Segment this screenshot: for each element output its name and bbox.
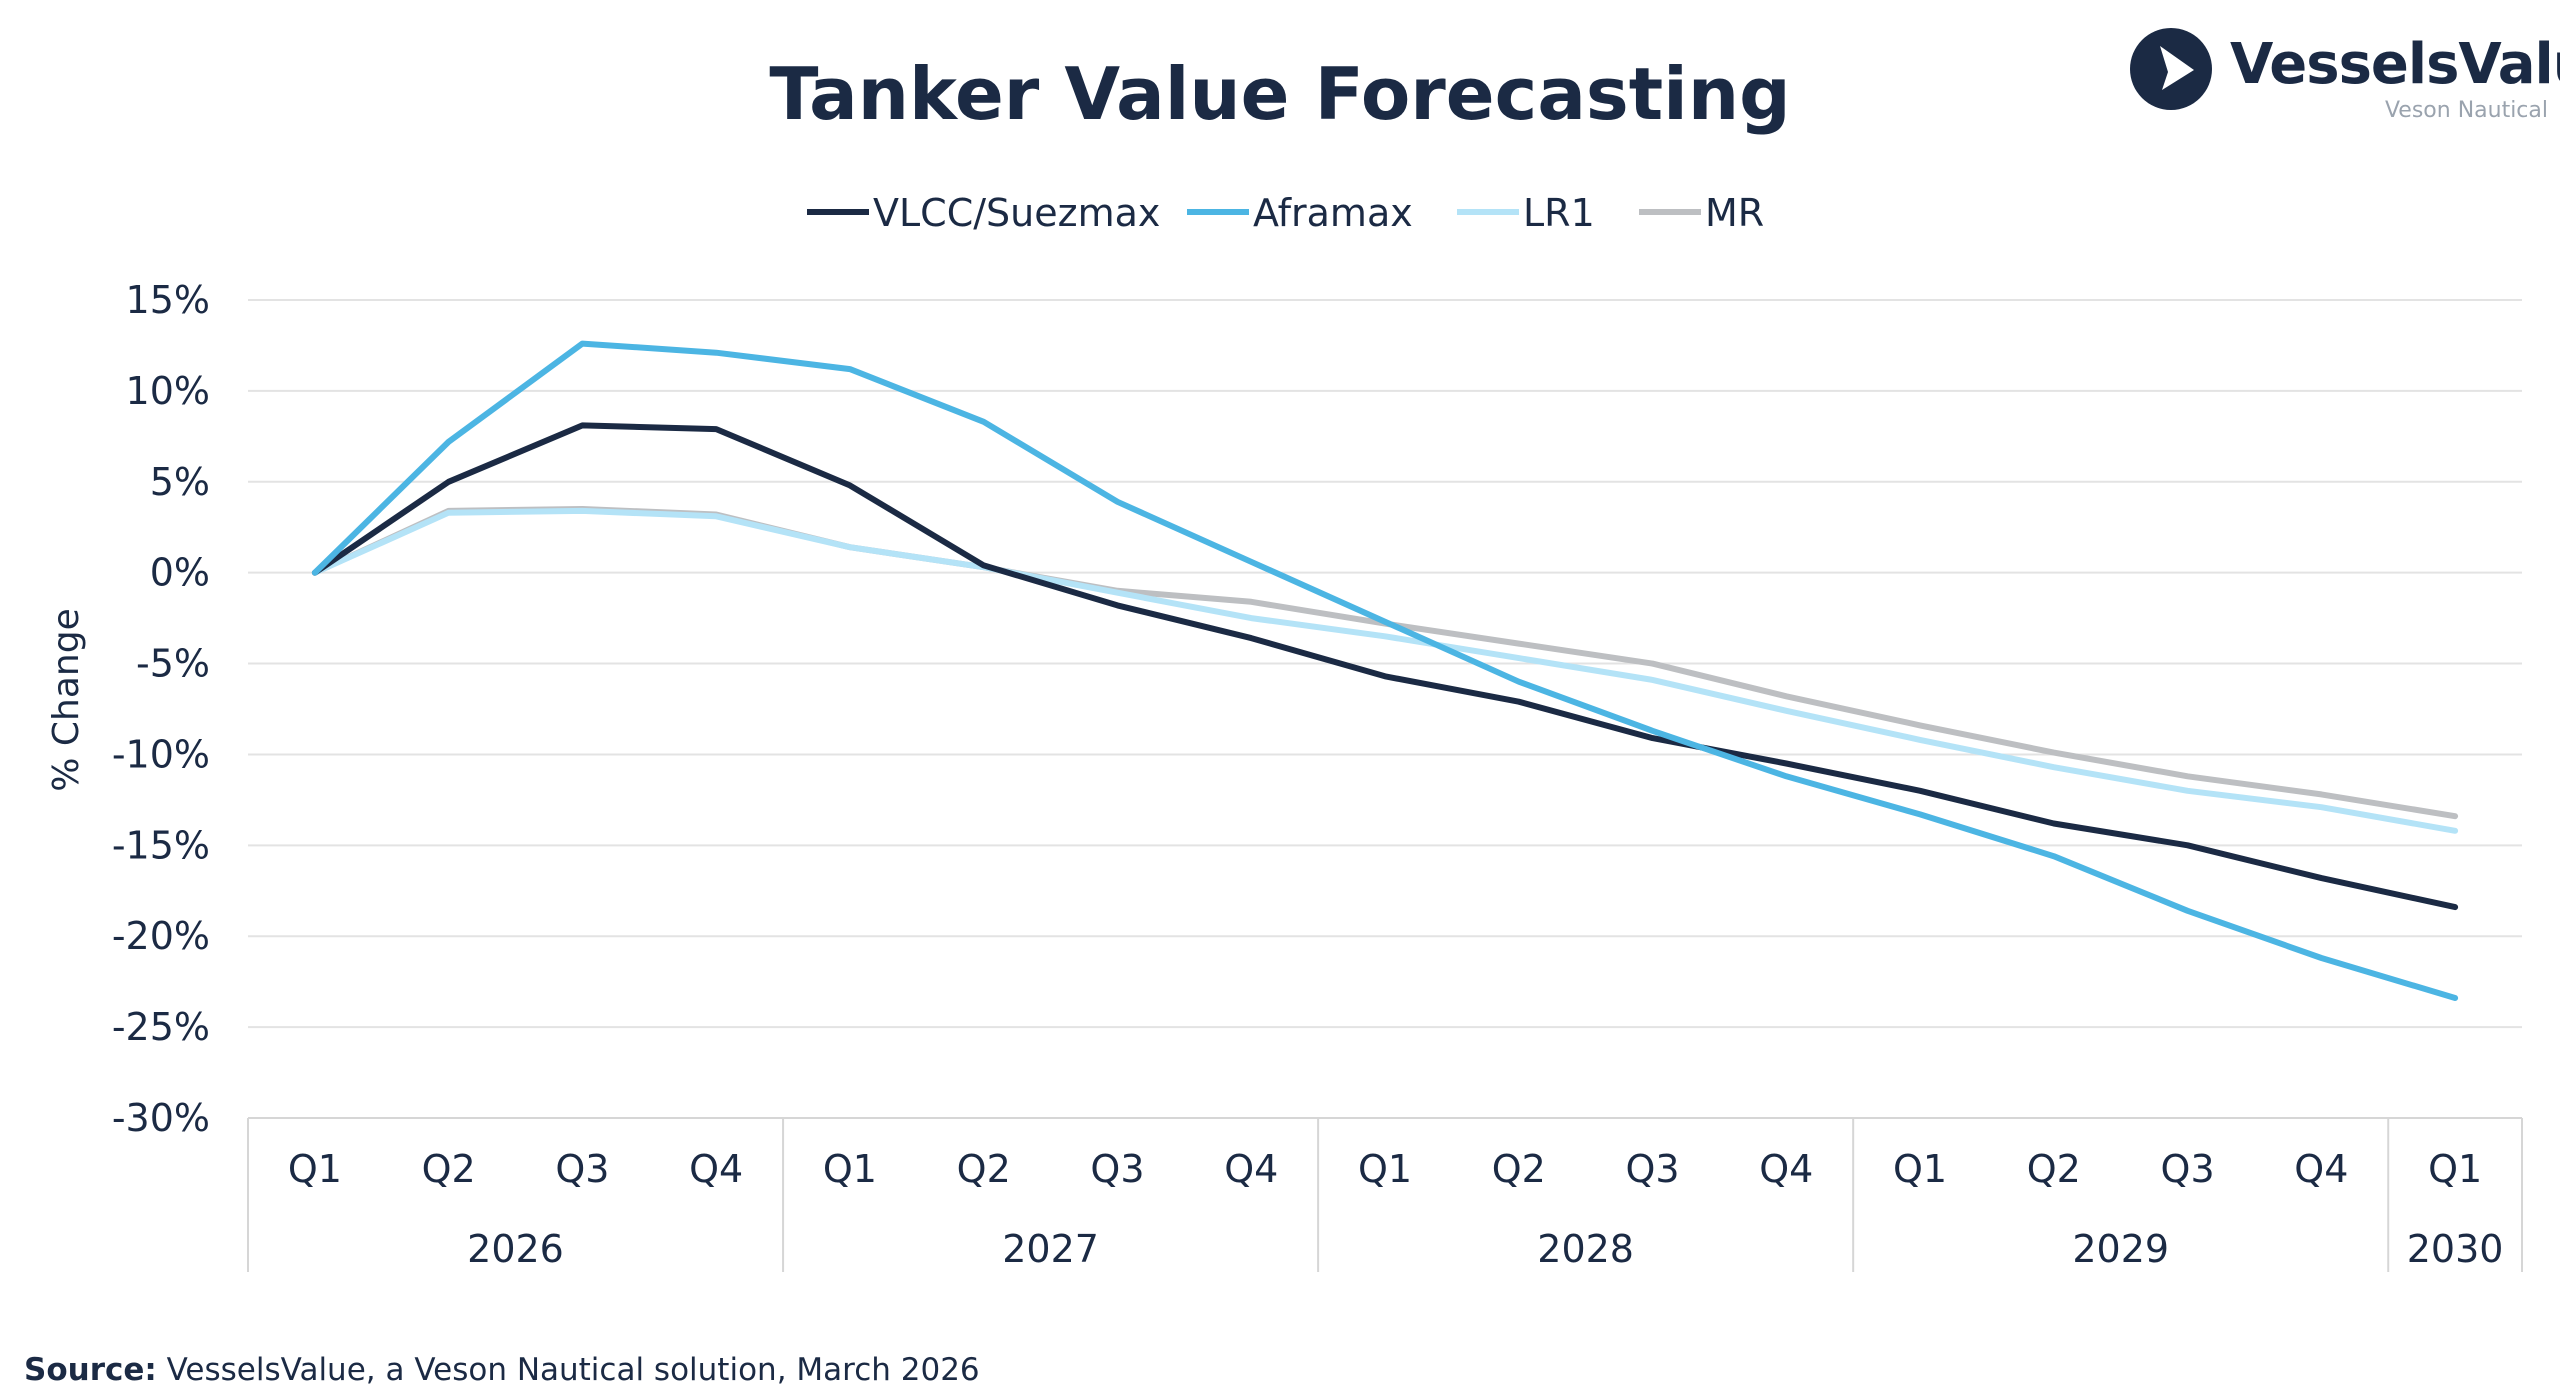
year-label: 2026 bbox=[467, 1227, 564, 1271]
year-label: 2028 bbox=[1537, 1227, 1634, 1271]
logo-mark-icon bbox=[2130, 28, 2212, 110]
x-tick-label: Q1 bbox=[1893, 1147, 1947, 1191]
series-line-aframax bbox=[311, 340, 2459, 1001]
x-tick-label: Q3 bbox=[2161, 1147, 2215, 1191]
x-tick-label: Q3 bbox=[1625, 1147, 1679, 1191]
y-tick-label: 5% bbox=[150, 460, 210, 504]
x-tick-label: Q2 bbox=[422, 1147, 476, 1191]
x-tick-label: Q4 bbox=[2294, 1147, 2348, 1191]
y-tick-label: -5% bbox=[136, 642, 210, 686]
y-tick-label: 15% bbox=[126, 278, 210, 322]
y-tick-label: -25% bbox=[112, 1005, 210, 1049]
x-tick-label: Q4 bbox=[1224, 1147, 1278, 1191]
legend-label: VLCC/Suezmax bbox=[873, 191, 1160, 235]
legend-label: LR1 bbox=[1523, 191, 1595, 235]
brand-logo: VesselsValue Veson Nautical bbox=[2128, 26, 2560, 126]
source-label: Source: bbox=[24, 1352, 157, 1388]
year-label: 2029 bbox=[2072, 1227, 2169, 1271]
gridlines bbox=[248, 299, 2522, 1119]
legend-label: Aframax bbox=[1253, 191, 1413, 235]
chart-legend: VLCC/Suezmax Aframax LR1 MR bbox=[807, 191, 1764, 235]
source-text: VesselsValue, a Veson Nautical solution,… bbox=[156, 1352, 980, 1388]
y-axis-ticks: 15% 10% 5% 0% -5% -10% -15% -20% -25% -30% bbox=[112, 278, 210, 1140]
x-tick-label: Q4 bbox=[689, 1147, 743, 1191]
y-tick-label: 10% bbox=[126, 369, 210, 413]
x-tick-label: Q4 bbox=[1759, 1147, 1813, 1191]
series-lines bbox=[311, 340, 2459, 1001]
x-tick-label: Q2 bbox=[2027, 1147, 2081, 1191]
y-tick-label: 0% bbox=[150, 551, 210, 595]
x-tick-label: Q1 bbox=[1358, 1147, 1412, 1191]
x-tick-label: Q2 bbox=[1492, 1147, 1546, 1191]
y-tick-label: -20% bbox=[112, 914, 210, 958]
year-label: 2027 bbox=[1002, 1227, 1099, 1271]
x-tick-label: Q1 bbox=[2428, 1147, 2482, 1191]
legend-label: MR bbox=[1705, 191, 1764, 235]
source-note: Source: VesselsValue, a Veson Nautical s… bbox=[24, 1352, 980, 1388]
series-line-lr1 bbox=[311, 507, 2459, 834]
y-tick-label: -10% bbox=[112, 732, 210, 776]
year-label: 2030 bbox=[2407, 1227, 2504, 1271]
line-chart: VLCC/Suezmax Aframax LR1 MR 15% 10% 5% 0% -5% -1… bbox=[46, 191, 2523, 1272]
x-tick-label: Q3 bbox=[1090, 1147, 1144, 1191]
x-tick-label: Q3 bbox=[555, 1147, 609, 1191]
logo-subtitle: Veson Nautical bbox=[2384, 98, 2548, 123]
y-axis-label: % Change bbox=[46, 608, 87, 791]
chart-title: Tanker Value Forecasting bbox=[769, 52, 1791, 136]
y-tick-label: -30% bbox=[112, 1096, 210, 1140]
x-tick-label: Q1 bbox=[823, 1147, 877, 1191]
y-tick-label: -15% bbox=[112, 823, 210, 867]
logo-name: VesselsValue bbox=[2230, 32, 2560, 97]
series-line-vlcc-suezmax bbox=[311, 422, 2459, 911]
x-tick-label: Q2 bbox=[957, 1147, 1011, 1191]
x-axis: Q1 Q2 Q3 Q4 Q1 Q2 Q3 Q4 Q1 Q2 Q3 Q4 Q1 Q2 Q3 Q4 Q1 2026 20… bbox=[247, 1117, 2523, 1272]
x-tick-label: Q1 bbox=[288, 1147, 342, 1191]
